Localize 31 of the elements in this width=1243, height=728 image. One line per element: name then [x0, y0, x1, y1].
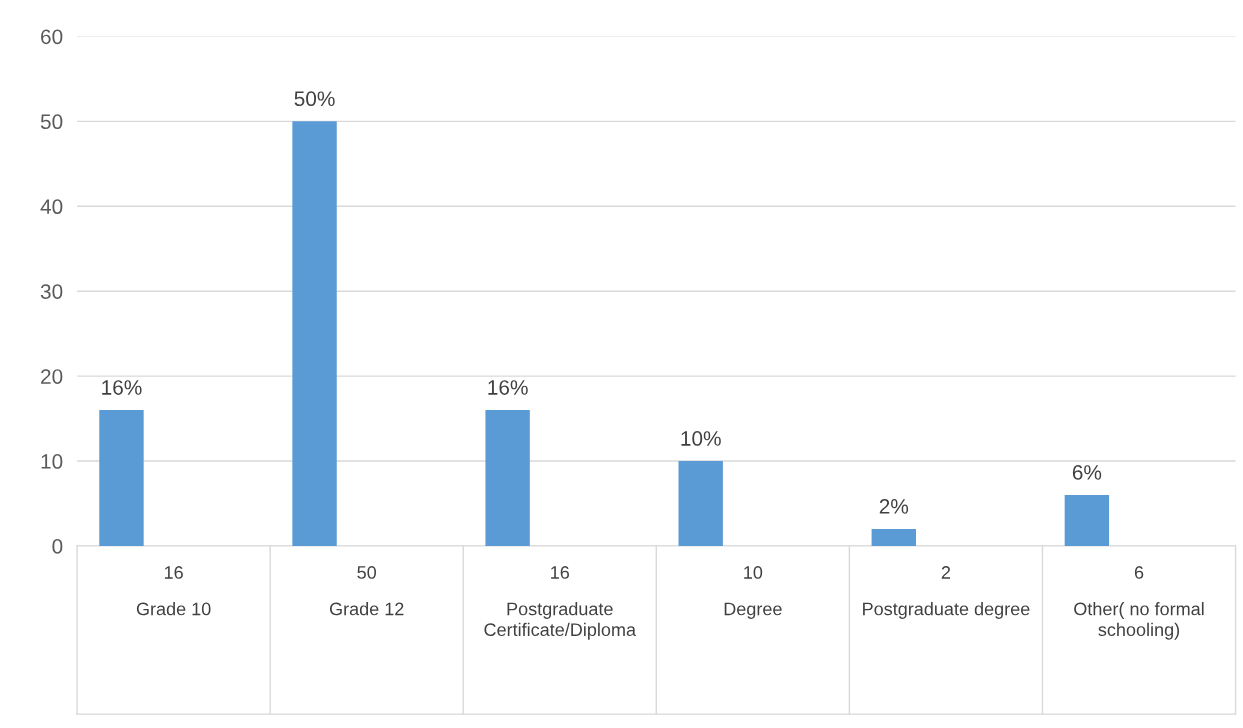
- bar: [871, 529, 916, 546]
- y-tick-label: 60: [41, 29, 63, 45]
- x-tick-label: Degree: [724, 602, 782, 619]
- x-tick-label: Grade 10: [136, 602, 211, 616]
- bar: [1064, 495, 1110, 546]
- text: 16: [551, 566, 570, 579]
- data-label: 6%: [1072, 465, 1102, 480]
- bar: [99, 410, 144, 546]
- bar: [678, 461, 723, 546]
- x-tick-label: Other( no formal schooling): [1074, 602, 1204, 640]
- y-tick-label: 0: [52, 539, 63, 554]
- data-label: 50%: [294, 91, 335, 107]
- x-tick-label: Postgraduate Certificate/Diploma: [484, 602, 637, 640]
- bar: [292, 121, 337, 546]
- x-tick-label: Grade 12: [329, 602, 404, 616]
- data-label: 16%: [102, 380, 142, 395]
- y-tick-label: 10: [41, 454, 63, 469]
- data-label: 10%: [681, 431, 721, 446]
- y-tick-label: 20: [41, 369, 63, 384]
- text: 2: [941, 566, 951, 579]
- bar: [485, 410, 530, 546]
- x-tick-label: Postgraduate degree: [863, 602, 1030, 619]
- text: 10: [744, 566, 763, 579]
- y-tick-label: 40: [40, 199, 63, 215]
- data-label: 16%: [488, 380, 528, 395]
- data-label: 2%: [879, 499, 909, 514]
- text: 50: [357, 566, 377, 579]
- text: 6: [1134, 566, 1144, 579]
- y-tick-label: 50: [40, 114, 63, 130]
- text: 16: [164, 566, 183, 579]
- y-tick-label: 30: [40, 284, 63, 299]
